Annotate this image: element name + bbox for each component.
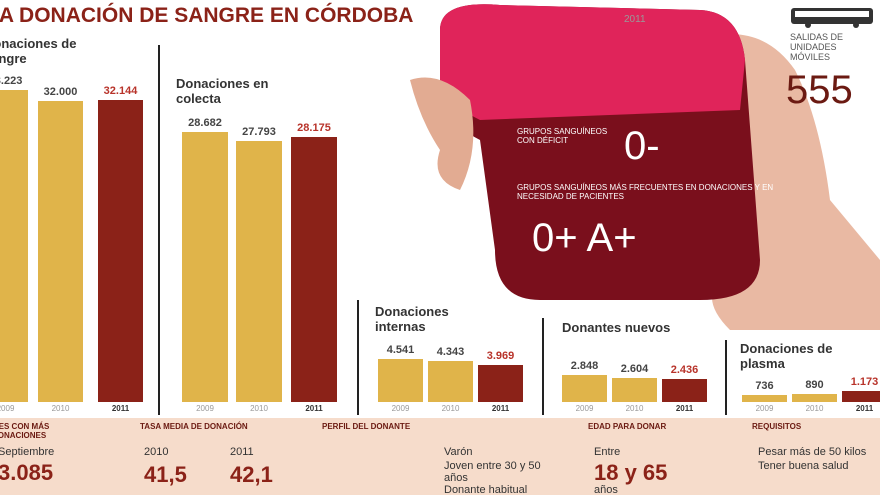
value-label: 27.793 [242,125,276,138]
x-tick-label: 2010 [625,404,644,413]
x-tick-label: 2009 [391,404,410,413]
footer-title: EDAD PARA DONAR [588,422,667,431]
footer-line: Pesar más de 50 kilos [758,446,867,458]
bar [38,101,83,402]
value-label: 4.343 [436,346,465,359]
footer-line: 41,5 [144,462,187,487]
footer-line: Tener buena salud [758,460,849,472]
divider [542,318,544,415]
footer-title: PERFIL DEL DONANTE [322,422,411,431]
value-label: 2.436 [670,364,699,377]
chart-title: Donaciones de sangre [0,36,77,66]
bar [842,390,880,402]
bar [562,375,607,402]
footer-line: 2010 [144,446,169,458]
x-tick-label: 2011 [305,404,323,413]
footer-line: Joven entre 30 y 50 años [444,460,541,484]
chart-title: Donantes nuevos [562,320,671,335]
footer-title: TASA MEDIA DE DONACIÓN [140,422,248,431]
bar [792,393,837,402]
bar [742,395,787,402]
bar [612,377,657,402]
x-tick-label: 2010 [805,404,824,413]
bar [98,99,143,402]
bar [182,132,228,402]
value-label: 736 [755,380,774,393]
bus-icon [791,8,873,28]
x-tick-label: 2009 [196,404,214,413]
chart-title: Donaciones en colecta [176,76,269,106]
footer-line: 3.085 [0,460,54,485]
x-tick-label: 2009 [0,404,15,413]
value-label: 3.969 [486,349,515,362]
value-label: 32.144 [103,84,138,97]
header-year: 2011 [624,14,646,25]
footer-title: MES CON MÁS DONACIONES [0,422,50,440]
x-tick-label: 2011 [491,404,510,413]
value-label: 2.604 [620,362,649,375]
value-label: 33.223 [0,74,23,87]
footer-line: años [594,484,618,495]
frequent-value: 0+ A+ [532,216,637,260]
bar [662,379,707,402]
x-tick-label: 2011 [855,404,874,413]
x-tick-label: 2010 [51,404,70,413]
deficit-label: GRUPOS SANGUÍNEOS CON DÉFICIT [517,127,608,145]
footer-line: 18 y 65 [594,460,668,485]
value-label: 28.682 [188,117,222,130]
footer-line: 42,1 [230,462,273,487]
x-tick-label: 2010 [250,404,268,413]
divider [158,45,160,415]
footer [0,418,880,495]
value-label: 1.173 [850,375,879,388]
chart-title: Donaciones internas [375,304,449,334]
bar [478,364,523,402]
bar [291,137,337,402]
divider [725,340,727,415]
x-tick-label: 2009 [755,404,774,413]
value-label: 2.848 [570,360,599,373]
mobile-label: SALIDAS DE UNIDADES MÓVILES [790,32,844,62]
deficit-value: 0- [624,124,660,168]
footer-title: REQUISITOS [752,422,802,431]
value-label: 4.541 [386,344,415,357]
footer-line: Donante habitual [444,484,528,495]
x-tick-label: 2009 [575,404,594,413]
x-tick-label: 2011 [111,404,130,413]
value-label: 28.175 [297,122,331,135]
bar [0,89,28,402]
bar [236,140,282,402]
frequent-label: GRUPOS SANGUÍNEOS MÁS FRECUENTES EN DONA… [517,183,774,201]
divider [357,300,359,415]
footer-line: Septiembre [0,446,55,458]
footer-line: 2011 [230,446,254,458]
bar [428,361,473,402]
mobile-value: 555 [786,68,853,112]
footer-line: Entre [594,446,621,458]
x-tick-label: 2011 [675,404,694,413]
value-label: 32.000 [43,86,78,99]
chart-title: Donaciones de plasma [740,341,833,371]
bar [378,359,423,402]
header-title: LA DONACIÓN DE SANGRE EN CÓRDOBA [0,4,414,27]
blood-bag [410,4,880,330]
value-label: 890 [805,378,824,391]
footer-line: Varón [444,446,473,458]
x-tick-label: 2010 [441,404,460,413]
